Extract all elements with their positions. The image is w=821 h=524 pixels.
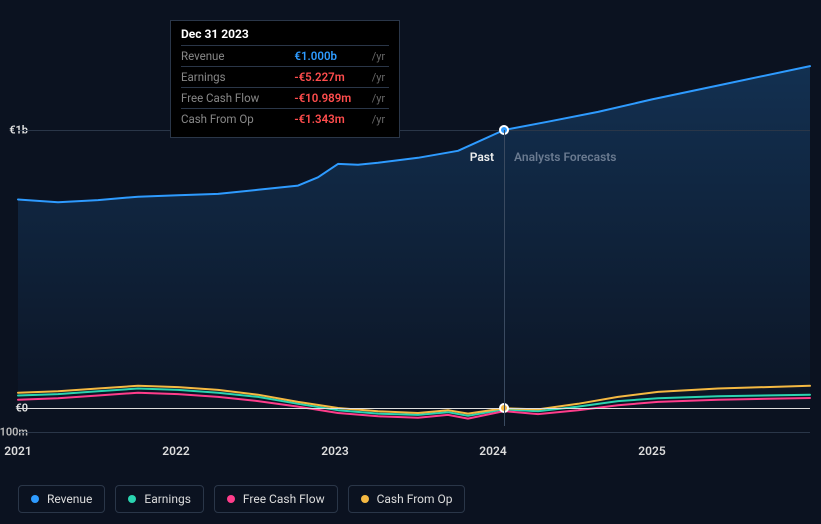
tooltip-row-label: Free Cash Flow [181,88,276,109]
tooltip-row-unit: /yr [368,109,389,130]
chart-area: €1b€0-€100m [18,130,810,426]
tooltip-row-label: Earnings [181,67,276,88]
tooltip-row-unit: /yr [368,67,389,88]
zero-baseline [18,408,810,409]
legend-dot-icon [361,495,369,503]
tooltip-row-unit: /yr [368,88,389,109]
tooltip-row-unit: /yr [368,46,389,67]
legend-label: Cash From Op [377,492,453,506]
legend-item[interactable]: Earnings [115,485,204,513]
future-label: Analysts Forecasts [514,150,616,164]
past-future-divider [504,130,505,426]
tooltip-row-value: -€1.343m [276,109,367,130]
x-tick-label: 2025 [638,444,665,458]
tooltip-row: Free Cash Flow-€10.989m/yr [181,88,389,109]
legend-item[interactable]: Free Cash Flow [214,485,338,513]
x-tick-label: 2024 [479,444,506,458]
past-label: Past [454,150,494,164]
tooltip-date: Dec 31 2023 [181,27,389,45]
tooltip-row: Earnings-€5.227m/yr [181,67,389,88]
legend: Revenue Earnings Free Cash Flow Cash From O… [18,485,465,513]
tooltip-row: Cash From Op-€1.343m/yr [181,109,389,130]
tooltip-row-label: Revenue [181,46,276,67]
legend-dot-icon [128,495,136,503]
tooltip-row-value: -€10.989m [276,88,367,109]
tooltip-row-value: -€5.227m [276,67,367,88]
x-axis: 20212022202320242025 [18,444,810,464]
x-tick-label: 2023 [321,444,348,458]
x-tick-label: 2022 [162,444,189,458]
legend-item[interactable]: Revenue [18,485,105,513]
x-tick-label: 2021 [4,444,31,458]
legend-label: Free Cash Flow [243,492,325,506]
legend-label: Earnings [144,492,191,506]
legend-dot-icon [227,495,235,503]
tooltip-row-value: €1.000b [276,46,367,67]
gridline [18,130,810,131]
tooltip-row-label: Cash From Op [181,109,276,130]
hover-tooltip: Dec 31 2023 Revenue€1.000b/yrEarnings-€5… [170,20,400,138]
legend-label: Revenue [47,492,92,506]
tooltip-table: Revenue€1.000b/yrEarnings-€5.227m/yrFree… [181,45,389,129]
gridline [18,432,810,433]
legend-dot-icon [31,495,39,503]
tooltip-row: Revenue€1.000b/yr [181,46,389,67]
chart-svg [18,130,810,426]
legend-item[interactable]: Cash From Op [348,485,466,513]
